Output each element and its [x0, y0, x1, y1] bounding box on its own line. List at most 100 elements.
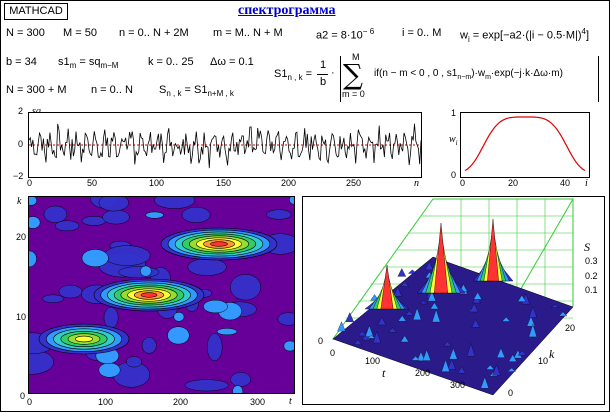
window-ylabel-text: w [449, 134, 456, 145]
surface-spike [528, 323, 538, 338]
sum-body: if(n − m < 0 , 0 , s1n−m)·wm·exp(−j·k·Δω… [374, 68, 563, 81]
surface-spike [449, 347, 458, 360]
surface-spike [501, 316, 511, 322]
def-n-range-2[interactable]: n = 0.. N [91, 84, 133, 96]
surface-plot[interactable] [302, 196, 605, 405]
signal-xtick-50: 50 [87, 178, 98, 188]
def-s1[interactable]: s1m = sqm−M [58, 56, 118, 70]
contour-plot[interactable] [28, 196, 295, 394]
contour-blob [102, 209, 130, 225]
surface-spike [480, 376, 489, 389]
surface-spike [357, 330, 367, 337]
mathcad-badge[interactable]: MATHCAD [4, 3, 68, 20]
abs-bar-right [598, 56, 599, 102]
multiply-dot: · [331, 67, 335, 79]
surface-spike [550, 304, 560, 308]
contour-blob [118, 266, 160, 279]
contour-blob [29, 216, 41, 229]
frac-numerator: 1 [320, 59, 327, 71]
def-b[interactable]: b = 34 [6, 56, 37, 68]
surface-spike [397, 315, 407, 322]
def-M[interactable]: M = 50 [63, 27, 97, 39]
def-m-range[interactable]: m = M.. N + M [213, 27, 283, 39]
contour-blob [81, 216, 107, 226]
def-i-range[interactable]: i = 0.. M [402, 27, 442, 39]
abs-bar-left [340, 56, 341, 102]
surface-spike [377, 316, 387, 326]
def-S-rsub: n+M , k [207, 89, 234, 99]
contour-blob [29, 197, 38, 206]
contour-blob [145, 211, 164, 219]
sum-body-text: if(n − m < 0 , 0 , s1 [374, 68, 458, 79]
window-xtick-20: 20 [508, 178, 519, 188]
contour-xtick-300: 300 [250, 397, 266, 407]
contour-xtick-100: 100 [98, 397, 114, 407]
def-window[interactable]: wi = exp[−a2·(|i − 0.5·M|)4] [460, 27, 589, 44]
surface-spike [424, 261, 434, 271]
surface-klabel: k [549, 347, 555, 361]
contour-blob [206, 333, 223, 362]
def-k-range[interactable]: k = 0.. 25 [148, 56, 194, 68]
surface-spike [393, 286, 402, 297]
contour-ylabel: k [17, 196, 22, 207]
surface-spike [430, 302, 439, 310]
signal-ytick-bottom: −2 [13, 171, 24, 181]
contour-blob [58, 284, 83, 299]
def-window-close: ] [585, 29, 590, 42]
surface-spike [508, 354, 517, 362]
def-S-sub: n , k [166, 89, 182, 99]
contour-ytick-20: 20 [16, 232, 27, 242]
surface-peak-middle [434, 222, 448, 294]
signal-ylabel-text: sq [32, 106, 41, 117]
contour-blob [43, 205, 68, 223]
signal-trace [28, 123, 422, 169]
window-plot[interactable] [460, 112, 590, 178]
surface-spike [431, 309, 441, 323]
surface-spike [517, 294, 527, 302]
surface-spike [526, 315, 536, 327]
def-N[interactable]: N = 300 [6, 27, 45, 39]
worksheet-title[interactable]: спектрограмма [238, 3, 336, 18]
surface-ttick-200: 200 [415, 368, 431, 378]
surface-spike [443, 341, 452, 347]
surface-spike [517, 350, 527, 356]
signal-xtick-200: 200 [281, 178, 297, 188]
def-S[interactable]: Sn , k = S1n+M , k [159, 84, 234, 98]
def-window-exponent: 4 [581, 27, 586, 36]
surface-spike [485, 364, 495, 370]
contour-blob [103, 245, 151, 266]
surface-ztick-0-1: 0.1 [585, 285, 598, 295]
contour-blob [141, 337, 157, 354]
surface-spike [422, 349, 431, 361]
contour-blob [232, 385, 244, 393]
sigma-icon: ∑ [343, 58, 363, 91]
def-N-ext[interactable]: N = 300 + M [6, 84, 67, 96]
def-s1-sub: m [69, 61, 77, 71]
surface-spike [457, 366, 466, 374]
contour-blob [167, 326, 190, 345]
spectrogram-sum-formula[interactable]: S1n , k = 1 b · M ∑ m = 0 if(n − m < 0 ,… [256, 52, 606, 104]
def-a2-exponent: − 6 [362, 27, 375, 36]
sum-upper-limit: M [352, 52, 360, 62]
contour-hotspot-middle [140, 292, 158, 298]
contour-hotspot-upper [210, 241, 228, 247]
def-s1-rhs: = sq [79, 56, 101, 68]
surface-spike [366, 335, 376, 339]
surface-zlabel: S [584, 240, 590, 254]
surface-spike [372, 330, 382, 344]
surface-spike [345, 312, 354, 322]
surface-spike [473, 291, 482, 300]
def-n-range[interactable]: n = 0.. N + 2M [119, 27, 189, 39]
signal-plot[interactable] [28, 112, 422, 178]
contour-blob [126, 356, 142, 368]
contour-blob [81, 249, 109, 268]
surface-ktick-10: 10 [538, 356, 549, 366]
surface-spike [472, 296, 481, 304]
def-a2[interactable]: a2 = 8·10− 6 [316, 27, 374, 42]
contour-xtick-200: 200 [173, 397, 189, 407]
surface-peak-left [380, 264, 394, 310]
window-xtick-0: 0 [460, 178, 466, 188]
def-dw[interactable]: Δω = 0.1 [210, 56, 254, 68]
window-curve [464, 116, 586, 172]
